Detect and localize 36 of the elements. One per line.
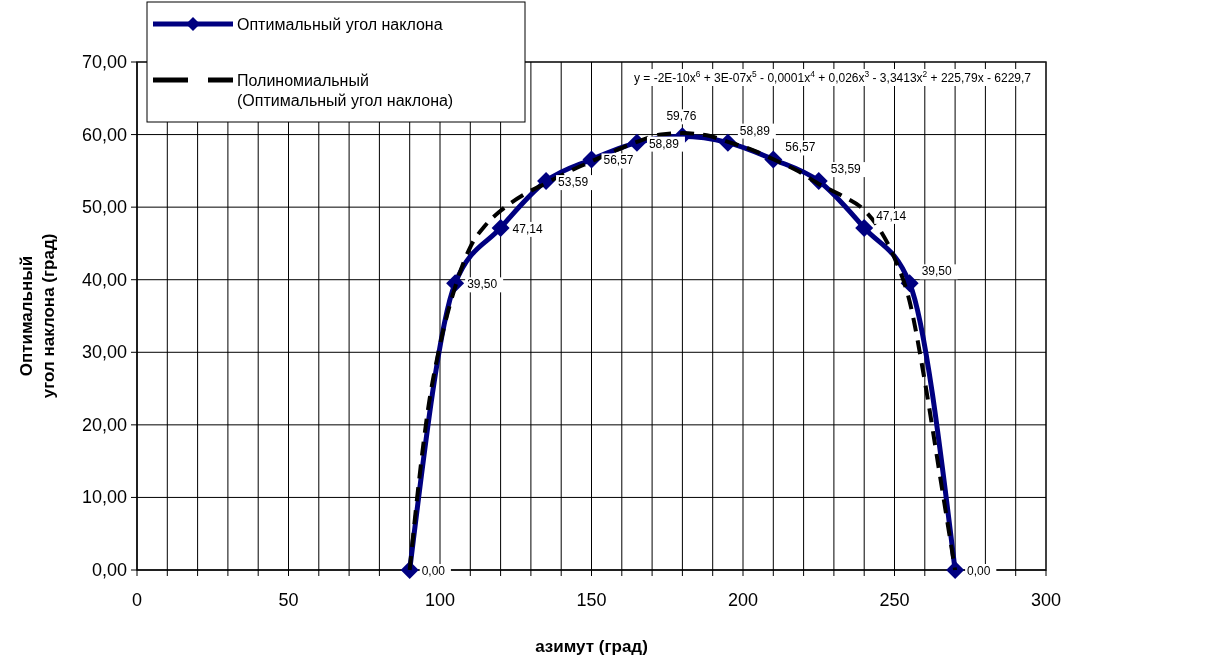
data-label: 39,50 [921,264,953,279]
y-tick-label: 40,00 [81,269,127,290]
legend-label: Оптимальный угол наклона [237,16,443,33]
x-axis-title: азимут (град) [535,637,648,656]
x-tick-label: 0 [131,590,143,610]
data-label: 47,14 [876,208,907,223]
data-label: 58,89 [648,136,680,151]
y-tick-label: 60,00 [81,124,127,145]
y-tick-label: 0,00 [91,560,127,580]
x-tick-label: 50 [278,590,299,610]
y-tick-label: 50,00 [81,197,127,218]
point [946,561,965,579]
data-label: 56,57 [603,153,634,168]
x-tick-label: 250 [879,590,910,610]
x-tick-label: 300 [1030,590,1062,610]
point [491,218,510,237]
point [855,218,874,237]
data-label: 59,76 [666,109,697,124]
data-label: 53,59 [558,175,589,190]
y-tick-label: 20,00 [81,414,127,435]
x-tick-label: 200 [727,590,759,610]
data-label: 39,50 [467,277,498,292]
y-axis-title: Оптимальный угол наклона (град) [17,233,58,399]
legend-label: Полиномиальный (Оптимальный угол наклона) [237,72,454,109]
data-label: 0,00 [421,564,446,578]
data-label: 58,89 [739,123,771,138]
data-label: 0,00 [967,564,991,578]
x-tick-label: 100 [424,590,456,610]
data-label: 53,59 [830,162,862,177]
text: y = -2E-10x$^{6}$ + 3E-07x$^{5}$ - 0,0001x$^{4}$ + 0,026x$^{3}$ - 3,3413x$^{2}$ + 225,79x - 6229,7 [634,69,1031,85]
x-tick-label: 150 [576,590,607,610]
data-label: 47,14 [512,221,543,236]
y-tick-label: 30,00 [81,342,127,363]
y-tick-label: 70,00 [81,52,127,72]
y-tick-label: 10,00 [81,487,127,508]
data-label: 56,57 [785,140,816,155]
